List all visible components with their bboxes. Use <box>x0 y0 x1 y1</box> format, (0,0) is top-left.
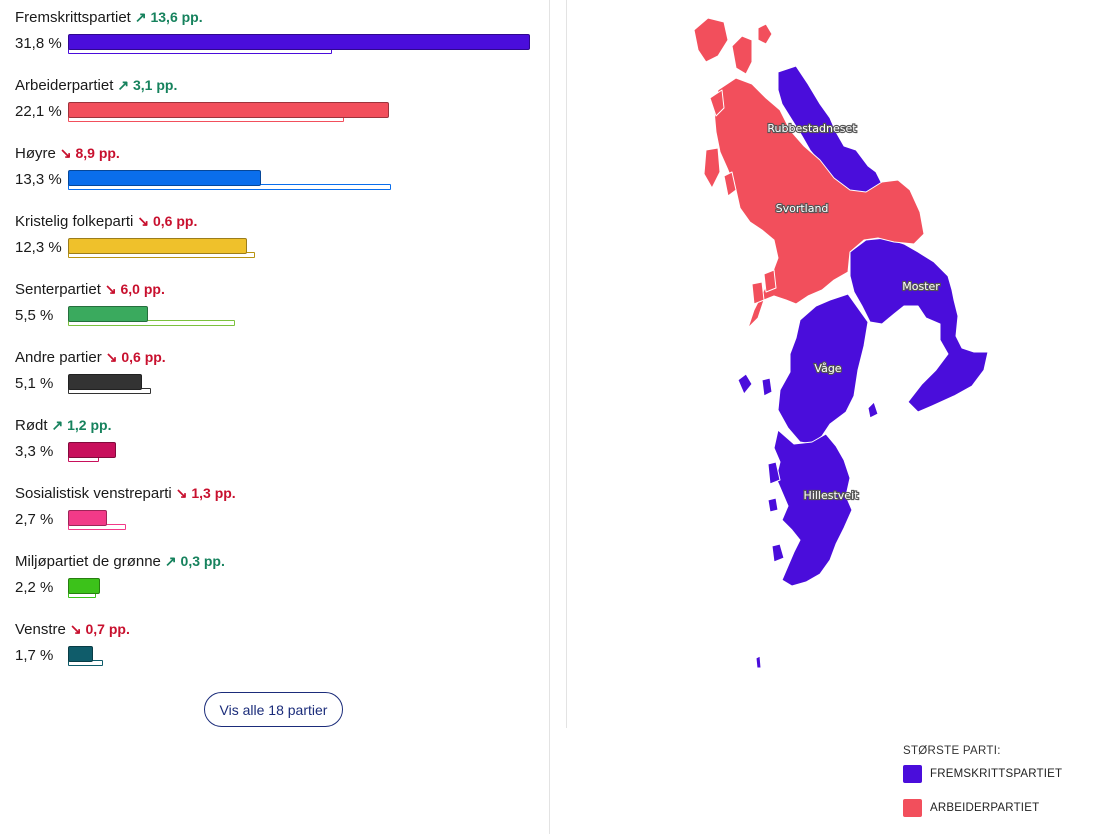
party-percent: 2,2 % <box>15 579 54 596</box>
party-change: ↘ 6,0 pp. <box>104 281 165 297</box>
legend-swatch <box>903 765 922 783</box>
current-result-bar <box>68 170 262 186</box>
bar-track <box>68 374 533 396</box>
party-name: Andre partier <box>15 349 102 366</box>
election-map: Rubbestadneset Svortland Moster Våge Hil… <box>568 0 1110 834</box>
current-result-bar <box>68 34 531 50</box>
party-percent: 31,8 % <box>15 35 62 52</box>
party-row: Fremskrittspartiet ↗ 13,6 pp. 31,8 % <box>15 8 545 68</box>
party-heading: Kristelig folkeparti ↘ 0,6 pp. <box>15 212 197 231</box>
party-change: ↘ 0,6 pp. <box>137 213 198 229</box>
party-heading: Miljøpartiet de grønne ↗ 0,3 pp. <box>15 552 225 571</box>
party-heading: Arbeiderpartiet ↗ 3,1 pp. <box>15 76 177 95</box>
party-name: Høyre <box>15 145 56 162</box>
legend-item: ARBEIDERPARTIET <box>903 799 1103 825</box>
party-row: Arbeiderpartiet ↗ 3,1 pp. 22,1 % <box>15 76 545 136</box>
bar-track <box>68 442 533 464</box>
current-result-bar <box>68 102 390 118</box>
party-percent: 22,1 % <box>15 103 62 120</box>
column-divider <box>549 0 550 834</box>
party-percent: 3,3 % <box>15 443 54 460</box>
party-percent: 2,7 % <box>15 511 54 528</box>
map-label-rubbestadneset: Rubbestadneset <box>767 122 857 135</box>
current-result-bar <box>68 238 247 254</box>
party-change: ↗ 13,6 pp. <box>134 9 203 25</box>
legend-label: ARBEIDERPARTIET <box>930 802 1040 814</box>
bar-track <box>68 646 533 668</box>
legend-item: FREMSKRITTSPARTIET <box>903 765 1103 791</box>
show-all-parties-button[interactable]: Vis alle 18 partier <box>204 692 343 727</box>
party-name: Miljøpartiet de grønne <box>15 553 161 570</box>
district-moster[interactable] <box>849 237 989 413</box>
legend-swatch <box>903 799 922 817</box>
party-change: ↗ 1,2 pp. <box>51 417 112 433</box>
map-label-vaage: Våge <box>814 362 841 375</box>
district-map: Rubbestadneset Svortland Moster Våge Hil… <box>693 17 989 669</box>
map-divider <box>566 0 567 728</box>
current-result-bar <box>68 510 108 526</box>
party-percent: 1,7 % <box>15 647 54 664</box>
current-result-bar <box>68 374 143 390</box>
party-change: ↗ 0,3 pp. <box>164 553 225 569</box>
party-heading: Høyre ↘ 8,9 pp. <box>15 144 120 163</box>
party-change: ↘ 0,7 pp. <box>69 621 130 637</box>
party-heading: Andre partier ↘ 0,6 pp. <box>15 348 166 367</box>
party-heading: Senterpartiet ↘ 6,0 pp. <box>15 280 165 299</box>
map-label-hillestveit: Hillestveit <box>804 489 860 502</box>
party-row: Kristelig folkeparti ↘ 0,6 pp. 12,3 % <box>15 212 545 272</box>
party-row: Rødt ↗ 1,2 pp. 3,3 % <box>15 416 545 476</box>
district-svortland[interactable] <box>713 77 925 329</box>
party-percent: 13,3 % <box>15 171 62 188</box>
map-label-moster: Moster <box>902 280 940 293</box>
bar-track <box>68 102 533 124</box>
bar-track <box>68 34 533 56</box>
party-name: Rødt <box>15 417 48 434</box>
map-label-svortland: Svortland <box>776 202 829 215</box>
current-result-bar <box>68 578 100 594</box>
party-name: Arbeiderpartiet <box>15 77 114 94</box>
party-percent: 12,3 % <box>15 239 62 256</box>
party-row: Høyre ↘ 8,9 pp. 13,3 % <box>15 144 545 204</box>
bar-track <box>68 170 533 192</box>
map-legend: STØRSTE PARTI: FREMSKRITTSPARTIET ARBEID… <box>903 745 1103 825</box>
party-name: Senterpartiet <box>15 281 101 298</box>
party-row: Sosialistisk venstreparti ↘ 1,3 pp. 2,7 % <box>15 484 545 544</box>
party-change: ↘ 8,9 pp. <box>59 145 120 161</box>
legend-title: STØRSTE PARTI: <box>903 745 1001 757</box>
current-result-bar <box>68 306 148 322</box>
party-change: ↗ 3,1 pp. <box>117 77 178 93</box>
party-change: ↘ 0,6 pp. <box>105 349 166 365</box>
bar-track <box>68 238 533 260</box>
party-percent: 5,1 % <box>15 375 54 392</box>
bar-track <box>68 510 533 532</box>
legend-label: FREMSKRITTSPARTIET <box>930 768 1063 780</box>
party-row: Miljøpartiet de grønne ↗ 0,3 pp. 2,2 % <box>15 552 545 612</box>
party-row: Senterpartiet ↘ 6,0 pp. 5,5 % <box>15 280 545 340</box>
party-name: Fremskrittspartiet <box>15 9 131 26</box>
party-name: Kristelig folkeparti <box>15 213 134 230</box>
current-result-bar <box>68 442 116 458</box>
party-heading: Sosialistisk venstreparti ↘ 1,3 pp. <box>15 484 236 503</box>
bar-track <box>68 306 533 328</box>
party-percent: 5,5 % <box>15 307 54 324</box>
party-heading: Fremskrittspartiet ↗ 13,6 pp. <box>15 8 203 27</box>
party-change: ↘ 1,3 pp. <box>175 485 236 501</box>
party-name: Sosialistisk venstreparti <box>15 485 172 502</box>
district-hillestveit[interactable] <box>773 429 853 587</box>
party-heading: Venstre ↘ 0,7 pp. <box>15 620 130 639</box>
district-vaage[interactable] <box>777 293 869 445</box>
party-heading: Rødt ↗ 1,2 pp. <box>15 416 111 435</box>
bar-track <box>68 578 533 600</box>
previous-result-bar <box>68 320 236 326</box>
current-result-bar <box>68 646 93 662</box>
party-row: Venstre ↘ 0,7 pp. 1,7 % <box>15 620 545 680</box>
party-name: Venstre <box>15 621 66 638</box>
party-row: Andre partier ↘ 0,6 pp. 5,1 % <box>15 348 545 408</box>
party-results: Fremskrittspartiet ↗ 13,6 pp. 31,8 % Arbeid… <box>0 0 548 834</box>
